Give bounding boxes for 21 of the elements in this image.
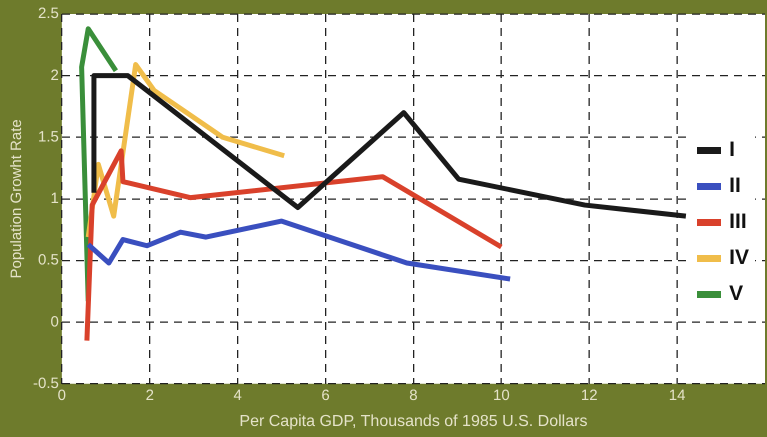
y-tick-label: 1.5 [38, 128, 59, 146]
y-tick-label: -0.5 [32, 374, 59, 392]
x-tick-label: 10 [492, 386, 510, 404]
legend-label: III [729, 210, 747, 234]
y-tick-label: 1 [50, 190, 59, 208]
x-tick-label: 4 [233, 386, 242, 404]
x-tick-label: 2 [146, 386, 154, 404]
x-tick-label: 12 [580, 386, 598, 404]
y-tick-label: 0 [50, 313, 59, 330]
y-tick-label: 2 [50, 66, 59, 84]
x-tick-label: 8 [409, 386, 418, 404]
legend-label: II [729, 174, 741, 198]
legend-label: V [729, 282, 744, 306]
legend-label: I [729, 138, 735, 162]
x-tick-label: 6 [321, 386, 330, 404]
x-axis-title: Per Capita GDP, Thousands of 1985 U.S. Dollars [239, 412, 588, 430]
y-axis-title: Population Growht Rate [8, 119, 26, 279]
legend-label: IV [729, 246, 749, 270]
y-tick-label: 0.5 [38, 252, 59, 269]
y-tick-label: 2.5 [38, 5, 59, 22]
x-tick-label: 14 [668, 386, 686, 404]
